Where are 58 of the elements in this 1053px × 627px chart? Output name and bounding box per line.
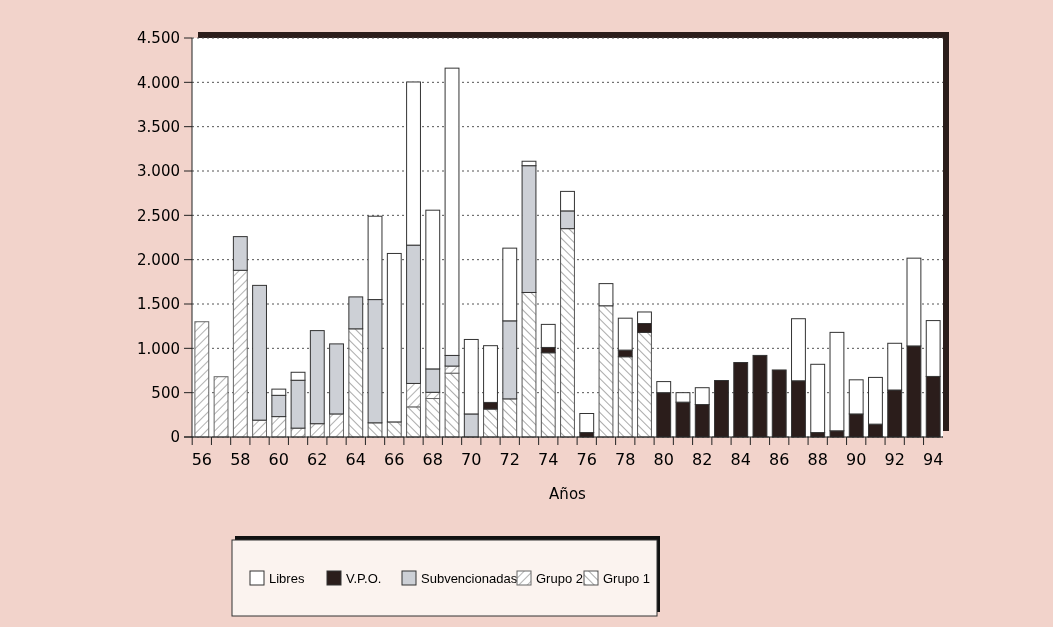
bar [348, 296, 364, 330]
y-tick-label: 2.500 [137, 206, 180, 225]
bar [810, 363, 826, 434]
y-tick-label: 3.500 [137, 117, 180, 136]
y-tick-label: 2.000 [137, 250, 180, 269]
x-tick-label: 58 [230, 450, 251, 469]
y-tick-label: 3.000 [137, 162, 180, 181]
x-tick-label: 80 [653, 450, 674, 469]
bar [271, 416, 287, 438]
legend-label: Grupo 2 [536, 570, 583, 586]
bar [232, 269, 248, 438]
bar [309, 330, 325, 425]
bar [425, 398, 441, 438]
bar [444, 365, 460, 374]
x-tick-label: 74 [538, 450, 559, 469]
legend-label: Subvencionadas [421, 570, 518, 586]
bar [502, 398, 518, 438]
x-tick-label: 94 [923, 450, 944, 469]
bar [521, 165, 537, 293]
legend-label: V.P.O. [346, 570, 382, 586]
bar [232, 236, 248, 271]
y-tick-label: 1.000 [137, 339, 180, 358]
bar [213, 376, 229, 438]
bar [579, 413, 595, 434]
bar [483, 408, 498, 438]
bar [386, 252, 402, 423]
y-tick-label: 1.500 [137, 295, 180, 314]
y-tick-label: 4.500 [137, 29, 180, 48]
bar [367, 422, 383, 438]
bar [329, 343, 344, 415]
x-tick-label: 84 [730, 450, 751, 469]
x-tick-label: 56 [191, 450, 212, 469]
legend-label: Libres [269, 570, 305, 586]
bar [598, 283, 614, 307]
x-tick-label: 76 [576, 450, 597, 469]
x-tick-label: 72 [499, 450, 520, 469]
bar [406, 406, 421, 438]
x-tick-label: 88 [807, 450, 828, 469]
x-tick-label: 64 [345, 450, 366, 469]
x-tick-label: 60 [268, 450, 289, 469]
x-tick-label: 78 [615, 450, 636, 469]
bar [252, 284, 267, 421]
y-tick-label: 500 [151, 383, 180, 402]
bar [406, 382, 421, 408]
x-tick-label: 86 [769, 450, 790, 469]
x-tick-label: 66 [384, 450, 405, 469]
x-tick-label: 62 [307, 450, 328, 469]
x-tick-label: 68 [422, 450, 443, 469]
x-tick-label: 70 [461, 450, 482, 469]
bar [829, 331, 845, 432]
y-tick-label: 0 [170, 428, 180, 447]
bar [194, 321, 210, 438]
legend-label: Grupo 1 [603, 570, 650, 586]
x-tick-label: 92 [884, 450, 905, 469]
x-axis-title: Años [549, 485, 587, 503]
x-tick-label: 90 [846, 450, 867, 469]
x-tick-label: 82 [692, 450, 713, 469]
y-tick-label: 4.000 [137, 73, 180, 92]
